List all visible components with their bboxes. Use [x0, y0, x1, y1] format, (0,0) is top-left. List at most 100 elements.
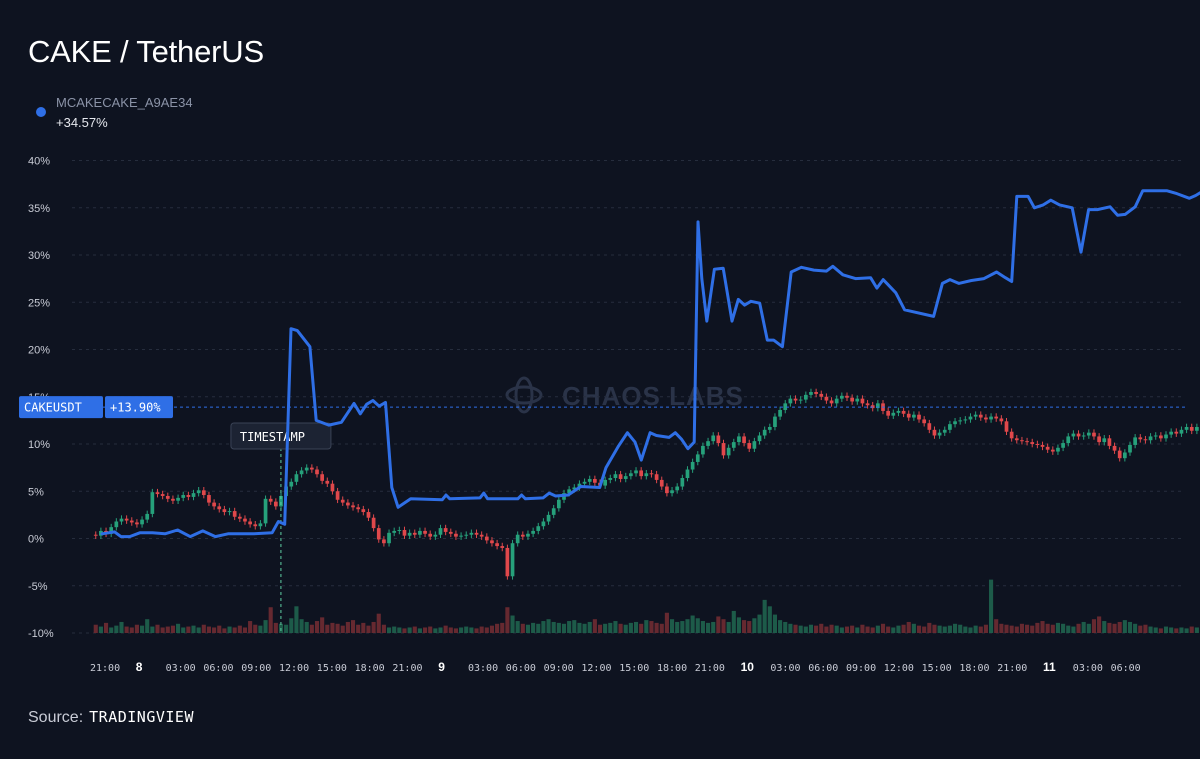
volume-bar — [716, 616, 721, 633]
volume-bar — [978, 626, 983, 633]
candle-body — [721, 443, 726, 456]
volume-bar — [1071, 626, 1076, 633]
volume-bar — [649, 621, 654, 633]
volume-bar — [1097, 616, 1102, 633]
candle-body — [695, 454, 700, 462]
chart-title: CAKE / TetherUS — [28, 34, 264, 69]
volume-bar — [700, 621, 705, 633]
legend-dot-icon — [36, 107, 46, 117]
volume-bar — [1102, 621, 1107, 633]
x-tick-label: 11 — [1043, 660, 1056, 674]
y-tick-label: 30% — [28, 250, 50, 262]
price-tag-symbol-box — [19, 396, 103, 419]
line-series — [100, 189, 1200, 539]
candle-body — [1014, 438, 1019, 441]
volume-bar — [489, 625, 495, 633]
candle-body — [978, 414, 983, 418]
candle-body — [917, 414, 921, 420]
x-tick-label: 09:00 — [846, 663, 876, 674]
volume-bar — [1107, 622, 1112, 633]
candle-body — [963, 419, 968, 421]
volume-bar — [896, 625, 901, 633]
candle-body — [803, 394, 808, 400]
candle-body — [1040, 444, 1045, 447]
x-tick-label: 09:00 — [544, 663, 574, 674]
candle-body — [752, 441, 757, 449]
volume-bar — [93, 624, 98, 633]
volume-bar — [495, 623, 500, 633]
candle-body — [629, 473, 633, 477]
volume-bar — [103, 622, 109, 633]
volume-bar — [726, 621, 731, 633]
volume-bar — [134, 624, 139, 633]
candle-body — [474, 532, 479, 535]
volume-bar — [1040, 621, 1045, 633]
volume-bar — [1019, 623, 1024, 633]
candle-body — [124, 518, 129, 521]
candle-body — [968, 416, 973, 420]
volume-bar — [1030, 625, 1035, 633]
volume-bar — [952, 623, 958, 633]
volume-bar — [886, 626, 891, 633]
candle-body — [891, 412, 896, 416]
candle-body — [958, 420, 963, 422]
volume-bar — [289, 618, 294, 633]
volume-bar — [880, 623, 886, 633]
volume-bar — [577, 622, 582, 633]
candle-body — [351, 505, 355, 508]
volume-bar — [181, 627, 186, 633]
volume-bar — [196, 627, 201, 633]
volume-bar — [644, 620, 649, 633]
candle-body — [747, 443, 752, 449]
volume-bar — [340, 625, 345, 633]
y-tick-label: 40% — [28, 156, 50, 168]
volume-bar — [1117, 621, 1122, 633]
volume-bar — [942, 626, 947, 633]
volume-bar — [314, 621, 320, 633]
volume-bar — [417, 628, 422, 633]
x-tick-label: 18:00 — [959, 663, 989, 674]
candle-body — [767, 426, 772, 430]
candle-body — [1189, 426, 1194, 431]
candle-body — [140, 519, 144, 525]
candle-body — [783, 403, 788, 410]
chart-canvas[interactable]: CHAOS LABS 40%35%30%25%20%15%10%5%0%-5%-… — [0, 0, 1200, 700]
candle-body — [912, 414, 916, 418]
volume-bar — [1045, 623, 1050, 633]
candle-body — [500, 546, 505, 548]
candle-body — [232, 511, 237, 517]
candle-body — [1195, 426, 1199, 431]
candle-body — [1184, 426, 1189, 430]
candle-body — [680, 478, 685, 487]
x-tick-label: 18:00 — [657, 663, 687, 674]
candle-body — [690, 461, 695, 470]
volume-bar — [1086, 623, 1091, 633]
volume-bar — [366, 625, 371, 633]
x-tick-label: 06:00 — [506, 663, 536, 674]
volume-bar — [927, 622, 932, 633]
candle-body — [659, 479, 664, 487]
candle-body — [1050, 449, 1055, 452]
candle-body — [876, 403, 880, 409]
candle-body — [634, 470, 638, 474]
y-tick-label: 25% — [28, 297, 50, 309]
candle-body — [973, 414, 978, 417]
candle-body — [520, 534, 525, 537]
x-tick-label: 03:00 — [770, 663, 800, 674]
volume-bar — [217, 625, 222, 633]
volume-bar — [1009, 625, 1014, 633]
volume-bar — [855, 627, 860, 633]
candle-body — [649, 473, 654, 475]
volume-bar — [155, 624, 160, 633]
candle-body — [433, 534, 438, 537]
candle-body — [953, 421, 957, 425]
volume-bar — [386, 627, 392, 633]
volume-bar — [1153, 627, 1158, 633]
candle-body — [999, 418, 1004, 422]
candle-body — [145, 513, 150, 520]
candle-body — [1143, 439, 1148, 441]
candle-body — [654, 474, 659, 480]
volume-bar — [1143, 624, 1148, 633]
x-tick-label: 18:00 — [355, 663, 385, 674]
volume-bar — [850, 625, 855, 633]
